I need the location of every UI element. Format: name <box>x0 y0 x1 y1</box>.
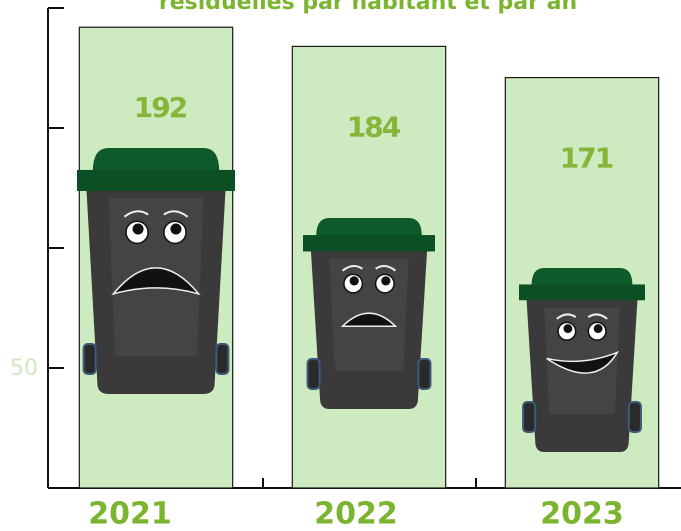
bin-lid <box>316 218 422 236</box>
bin-pupil <box>170 223 181 234</box>
bar-group: 192 <box>77 27 235 488</box>
bin-wheel <box>308 359 320 389</box>
bar-group: 171 <box>505 78 658 488</box>
bin-illustration <box>303 218 435 409</box>
bin-lid-rim <box>303 235 435 251</box>
bin-pupil <box>133 223 144 234</box>
bin-lid-rim <box>77 170 235 191</box>
chart-title: résiduelles par habitant et par an <box>159 0 577 15</box>
bin-wheel <box>523 402 535 432</box>
bin-lid-rim <box>519 284 645 300</box>
bin-pupil <box>563 324 572 333</box>
bin-pupil <box>350 276 359 285</box>
bar-group: 184 <box>292 46 445 488</box>
bin-wheel <box>418 359 430 389</box>
bin-wheel <box>629 402 641 432</box>
bin-wheel <box>84 344 96 374</box>
bin-lid <box>532 268 633 285</box>
bin-pupil <box>594 324 603 333</box>
value-label: 184 <box>347 110 401 143</box>
bin-wheel <box>216 344 228 374</box>
chart: résiduelles par habitant et par an 50 192… <box>0 0 681 531</box>
bin-pupil <box>381 276 390 285</box>
x-tick-label: 2023 <box>540 497 624 531</box>
bin-lid <box>93 148 219 171</box>
page: {"chart_data": {"type": "bar", "title": … <box>0 0 681 531</box>
x-tick-label: 2021 <box>88 497 172 531</box>
y-tick-label: 50 <box>10 356 38 381</box>
value-label: 192 <box>134 91 187 124</box>
bin-illustration <box>519 268 645 452</box>
value-label: 171 <box>560 142 613 175</box>
x-tick-label: 2022 <box>314 497 398 531</box>
bin-illustration <box>77 148 235 394</box>
